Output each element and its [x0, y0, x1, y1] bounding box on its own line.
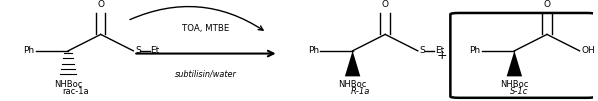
Text: Et: Et	[151, 46, 160, 55]
Text: TOA, MTBE: TOA, MTBE	[182, 24, 229, 33]
Text: O: O	[97, 0, 104, 9]
Polygon shape	[345, 51, 361, 76]
Text: NHBoc: NHBoc	[500, 80, 529, 89]
Text: S: S	[135, 46, 141, 55]
Text: +: +	[436, 49, 447, 62]
Text: S-1c: S-1c	[510, 87, 528, 96]
Text: Ph: Ph	[469, 46, 481, 55]
Text: NHBoc: NHBoc	[338, 80, 367, 89]
FancyBboxPatch shape	[450, 13, 596, 98]
Text: O: O	[382, 0, 389, 9]
Text: Ph: Ph	[308, 46, 319, 55]
Polygon shape	[507, 51, 522, 76]
Text: Ph: Ph	[23, 46, 34, 55]
Text: subtilisin/water: subtilisin/water	[175, 69, 237, 78]
Text: NHBoc: NHBoc	[54, 80, 83, 89]
Text: R-1a: R-1a	[351, 87, 371, 96]
Text: rac-1a: rac-1a	[62, 87, 89, 96]
Text: Et: Et	[435, 46, 444, 55]
Text: OH: OH	[582, 46, 596, 55]
Text: S: S	[420, 46, 425, 55]
Text: O: O	[544, 0, 551, 9]
